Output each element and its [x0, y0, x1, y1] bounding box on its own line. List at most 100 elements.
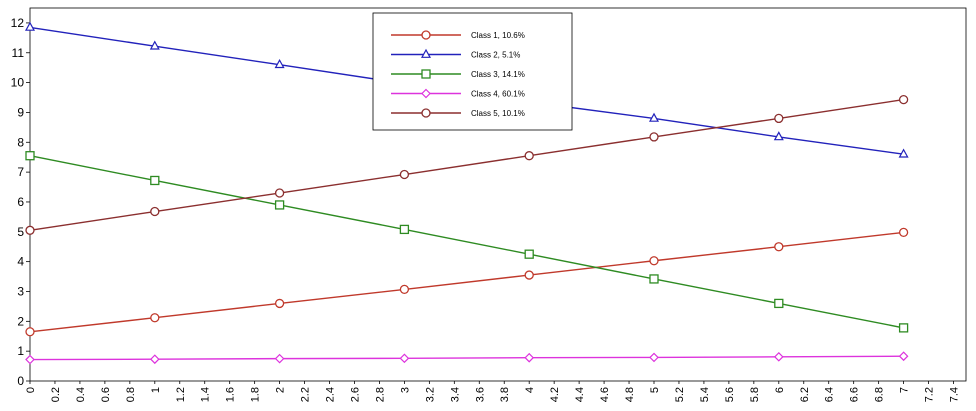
series-line — [29, 231, 904, 333]
x-tick-label: 1.6 — [225, 387, 237, 402]
x-tick-label: 1.2 — [175, 387, 187, 402]
y-tick-label: 2 — [17, 314, 24, 328]
data-point — [524, 151, 534, 161]
x-tick-label: 4.4 — [574, 387, 586, 402]
data-point — [399, 353, 410, 364]
legend-item: Class 2, 5.1% — [391, 48, 520, 60]
y-tick-label: 10 — [11, 76, 25, 90]
x-tick-label: 4.2 — [549, 387, 561, 402]
x-tick-label: 1.4 — [200, 387, 212, 402]
y-tick-label: 9 — [17, 105, 24, 119]
data-point — [24, 21, 36, 31]
x-tick-label: 6.4 — [824, 387, 836, 402]
x-tick-label: 4.8 — [624, 387, 636, 402]
x-tick-label: 1.8 — [250, 387, 262, 402]
y-tick-label: 3 — [17, 284, 24, 298]
x-tick-label: 6 — [774, 387, 786, 393]
x-tick-label: 1 — [150, 387, 162, 393]
data-point — [421, 108, 431, 118]
data-point — [524, 249, 534, 259]
data-point — [274, 353, 285, 364]
data-point — [274, 58, 285, 69]
data-point — [25, 151, 35, 161]
x-tick-label: 5.4 — [699, 387, 711, 402]
x-tick-label: 0.4 — [75, 387, 87, 402]
x-tick-label: 0.6 — [100, 387, 112, 402]
data-point — [399, 169, 410, 180]
data-point — [150, 313, 160, 323]
y-tick-label: 12 — [11, 16, 25, 30]
y-tick-label: 11 — [12, 46, 25, 60]
x-tick-label: 2.2 — [300, 387, 312, 402]
x-tick-label: 0.2 — [50, 387, 62, 402]
data-point — [149, 354, 160, 365]
x-tick-label: 3 — [399, 387, 411, 393]
legend-label: Class 1, 10.6% — [471, 31, 525, 40]
x-tick-label: 2.4 — [325, 387, 337, 402]
data-point — [25, 354, 35, 365]
y-tick-label: 7 — [17, 165, 24, 179]
series-line — [29, 98, 904, 232]
x-tick-label: 0 — [25, 387, 37, 393]
data-point — [649, 256, 659, 266]
x-tick-label: 0.8 — [125, 387, 137, 402]
data-point — [150, 175, 160, 186]
y-tick-label: 5 — [17, 225, 24, 239]
series-line — [29, 355, 904, 361]
x-tick-label: 4 — [524, 387, 536, 393]
legend-label: Class 2, 5.1% — [471, 51, 520, 60]
y-tick-label: 4 — [17, 255, 24, 269]
data-point — [524, 352, 535, 363]
x-tick-label: 6.2 — [799, 387, 811, 402]
data-point — [774, 242, 784, 252]
data-point — [421, 88, 431, 99]
y-tick-label: 8 — [17, 135, 24, 149]
data-point — [898, 227, 909, 238]
x-tick-label: 3.8 — [499, 387, 511, 402]
series-1 — [25, 227, 909, 337]
legend-item: Class 1, 10.6% — [391, 30, 525, 40]
x-tick-label: 3.2 — [424, 387, 436, 402]
data-point — [274, 200, 285, 210]
x-tick-label: 4.6 — [599, 387, 611, 402]
data-point — [25, 327, 35, 337]
series-3 — [25, 151, 909, 333]
data-point — [399, 284, 410, 295]
y-tick-label: 6 — [17, 195, 24, 209]
data-point — [898, 94, 909, 105]
data-point — [399, 224, 410, 235]
x-tick-label: 7 — [899, 387, 911, 393]
x-tick-label: 3.4 — [449, 387, 461, 402]
legend-item: Class 4, 60.1% — [391, 88, 525, 99]
legend-item: Class 3, 14.1% — [391, 69, 525, 79]
data-point — [649, 274, 659, 284]
legend: Class 1, 10.6% Class 2, 5.1% Class 3, 14.1… — [372, 12, 573, 131]
series-line — [29, 155, 904, 329]
x-tick-label: 5 — [649, 387, 661, 393]
plot-frame — [29, 7, 967, 382]
x-tick-label: 2.8 — [374, 387, 386, 402]
x-tick-label: 7.2 — [924, 387, 936, 402]
data-point — [25, 225, 35, 235]
data-point — [649, 352, 659, 363]
data-point — [774, 113, 784, 124]
data-point — [420, 48, 432, 58]
data-point — [524, 270, 534, 280]
x-tick-label: 5.2 — [674, 387, 686, 402]
data-point — [149, 40, 160, 50]
data-point — [773, 131, 784, 141]
data-point — [649, 132, 659, 142]
data-point — [898, 323, 909, 333]
x-tick-label: 6.8 — [874, 387, 886, 402]
y-tick-label: 0 — [17, 374, 24, 388]
data-point — [150, 206, 160, 217]
x-tick-label: 7.4 — [949, 387, 961, 402]
data-point — [774, 298, 784, 309]
y-tick-label: 1 — [17, 344, 24, 358]
x-tick-label: 2.6 — [349, 387, 361, 402]
data-point — [773, 351, 784, 362]
x-tick-label: 6.6 — [849, 387, 861, 402]
data-point — [421, 30, 431, 40]
